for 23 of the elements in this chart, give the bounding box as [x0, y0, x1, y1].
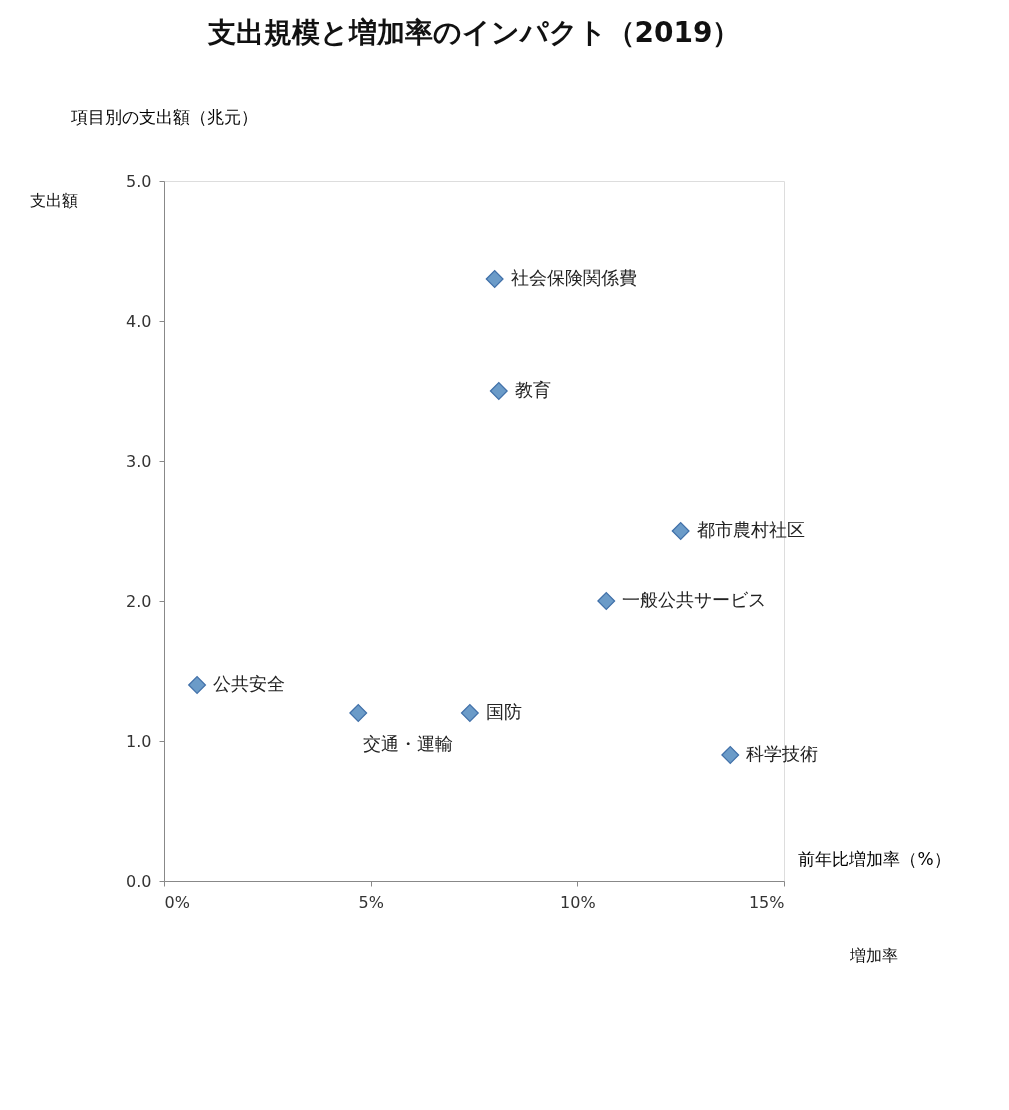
annotation: 一般公共サービス — [622, 589, 767, 610]
chart-title: 支出規模と増加率のインパクト（2019） — [206, 16, 741, 49]
x-tick-label: 5% — [358, 892, 384, 912]
annotation: 公共安全 — [213, 673, 286, 694]
x-tick-label: 0% — [164, 892, 190, 912]
y-tick-label: 2.0 — [126, 591, 152, 611]
y-tick-label: 5.0 — [126, 171, 152, 191]
annotation: 社会保険関係費 — [510, 267, 637, 288]
text: 増加率 — [849, 946, 898, 965]
text: 支出額 — [30, 191, 78, 210]
annotation: 交通・運輸 — [363, 733, 454, 754]
annotation: 国防 — [485, 701, 522, 722]
y-tick-label: 1.0 — [126, 731, 152, 751]
y-axis-title: 項目別の支出額（兆元） — [70, 106, 258, 127]
y-tick-label: 3.0 — [126, 451, 152, 471]
x-axis-title: 前年比増加率（%） — [798, 848, 951, 869]
x-tick-label: 15% — [748, 892, 785, 912]
x-tick-label: 10% — [560, 892, 596, 912]
y-tick-label: 0.0 — [126, 871, 152, 891]
annotation: 教育 — [514, 379, 551, 400]
y-tick-label: 4.0 — [126, 311, 152, 331]
annotation: 都市農村社区 — [696, 519, 805, 540]
annotation: 科学技術 — [746, 743, 819, 764]
